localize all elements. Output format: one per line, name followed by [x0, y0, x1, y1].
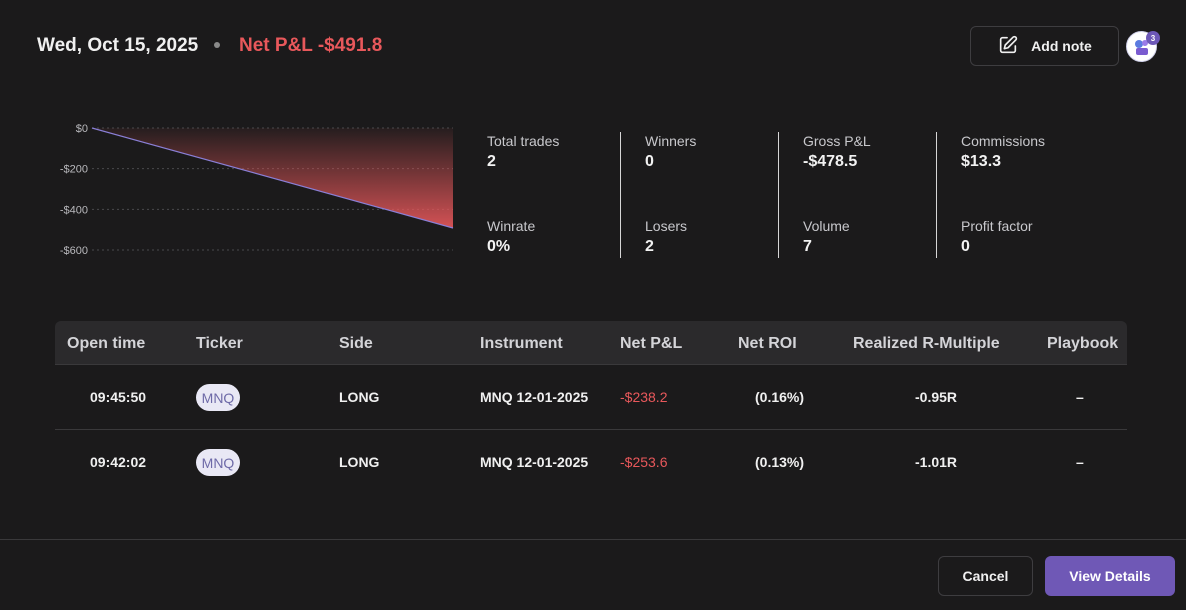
stat-label-winners: Winners: [645, 133, 697, 149]
column-header-open-time[interactable]: Open time: [67, 335, 146, 352]
cell-r-multiple: -1.01R: [915, 454, 958, 470]
cell-r-multiple: -0.95R: [915, 389, 958, 405]
stat-value-gross-pnl: -$478.5: [803, 153, 858, 170]
notification-badge: 3: [1146, 31, 1160, 45]
cell-open-time: 09:45:50: [90, 389, 147, 405]
separator-dot: [214, 42, 220, 48]
cell-open-time: 09:42:02: [90, 454, 147, 470]
cell-playbook: –: [1076, 389, 1084, 405]
pnl-series-line: [91, 127, 454, 229]
stat-label-losers: Losers: [645, 218, 688, 234]
y-tick-label: -$600: [60, 245, 88, 257]
ticker-badge[interactable]: MNQ: [196, 384, 240, 411]
stats-panel: Total trades 2 Winrate 0% Winners 0 Lose…: [470, 128, 1130, 258]
column-header-net-roi[interactable]: Net ROI: [738, 335, 797, 352]
add-note-label: Add note: [1031, 38, 1092, 54]
stat-value-winners: 0: [645, 153, 654, 170]
y-tick-label: -$200: [60, 164, 88, 176]
y-tick-label: $0: [76, 123, 88, 135]
pnl-chart-svg: $0 -$200 -$400 -$600: [60, 123, 454, 257]
page-title-date: Wed, Oct 15, 2025: [37, 35, 199, 56]
stat-label-volume: Volume: [803, 218, 850, 234]
cell-playbook: –: [1076, 454, 1084, 470]
stat-value-commissions: $13.3: [961, 153, 1002, 170]
stat-col-trades: Total trades 2 Winrate 0%: [470, 128, 628, 258]
cell-side: LONG: [339, 389, 380, 405]
stat-col-commissions: Commissions $13.3 Profit factor 0: [944, 128, 1102, 258]
footer-divider: [0, 539, 1186, 540]
cell-instrument: MNQ 12-01-2025: [480, 454, 589, 470]
column-header-instrument[interactable]: Instrument: [480, 335, 563, 352]
cell-net-roi: (0.16%): [755, 389, 805, 405]
stat-value-volume: 7: [803, 238, 812, 255]
cell-instrument: MNQ 12-01-2025: [480, 389, 589, 405]
stat-label-commissions: Commissions: [961, 133, 1046, 149]
column-header-side[interactable]: Side: [339, 335, 373, 352]
stat-value-profit-factor: 0: [961, 238, 970, 255]
stat-value-winrate: 0%: [487, 238, 511, 255]
stat-value-total-trades: 2: [487, 153, 496, 170]
stat-label-total-trades: Total trades: [487, 133, 560, 149]
stat-col-winners: Winners 0 Losers 2: [628, 128, 786, 258]
cell-net-pnl: -$238.2: [620, 389, 668, 405]
edit-note-icon: [997, 34, 1019, 59]
stat-divider: [620, 132, 621, 258]
stat-label-winrate: Winrate: [487, 218, 536, 234]
table-header: Open time Ticker Side Instrument Net P&L…: [55, 321, 1127, 365]
stat-divider: [778, 132, 779, 258]
stat-col-gross: Gross P&L -$478.5 Volume 7: [786, 128, 944, 258]
view-details-button[interactable]: View Details: [1045, 556, 1175, 596]
stat-label-gross-pnl: Gross P&L: [803, 133, 871, 149]
table-row[interactable]: 09:45:50 MNQ LONG MNQ 12-01-2025 -$238.2…: [55, 365, 1127, 430]
stat-divider: [936, 132, 937, 258]
cell-net-roi: (0.13%): [755, 454, 805, 470]
table-row[interactable]: 09:42:02 MNQ LONG MNQ 12-01-2025 -$253.6…: [55, 430, 1127, 495]
column-header-ticker[interactable]: Ticker: [196, 335, 243, 352]
y-tick-label: -$400: [60, 204, 88, 216]
cell-side: LONG: [339, 454, 380, 470]
trades-table: Open time Ticker Side Instrument Net P&L…: [55, 321, 1127, 495]
stat-value-losers: 2: [645, 238, 654, 255]
column-header-net-pnl[interactable]: Net P&L: [620, 335, 683, 352]
ticker-badge[interactable]: MNQ: [196, 449, 240, 476]
column-header-playbook[interactable]: Playbook: [1047, 335, 1119, 352]
net-pnl-header: Net P&L -$491.8: [239, 35, 383, 56]
cancel-button[interactable]: Cancel: [938, 556, 1033, 596]
pnl-chart: $0 -$200 -$400 -$600: [40, 115, 460, 265]
add-note-button[interactable]: Add note: [970, 26, 1119, 66]
cell-net-pnl: -$253.6: [620, 454, 668, 470]
stat-label-profit-factor: Profit factor: [961, 218, 1033, 234]
column-header-r-multiple[interactable]: Realized R-Multiple: [853, 335, 1000, 352]
